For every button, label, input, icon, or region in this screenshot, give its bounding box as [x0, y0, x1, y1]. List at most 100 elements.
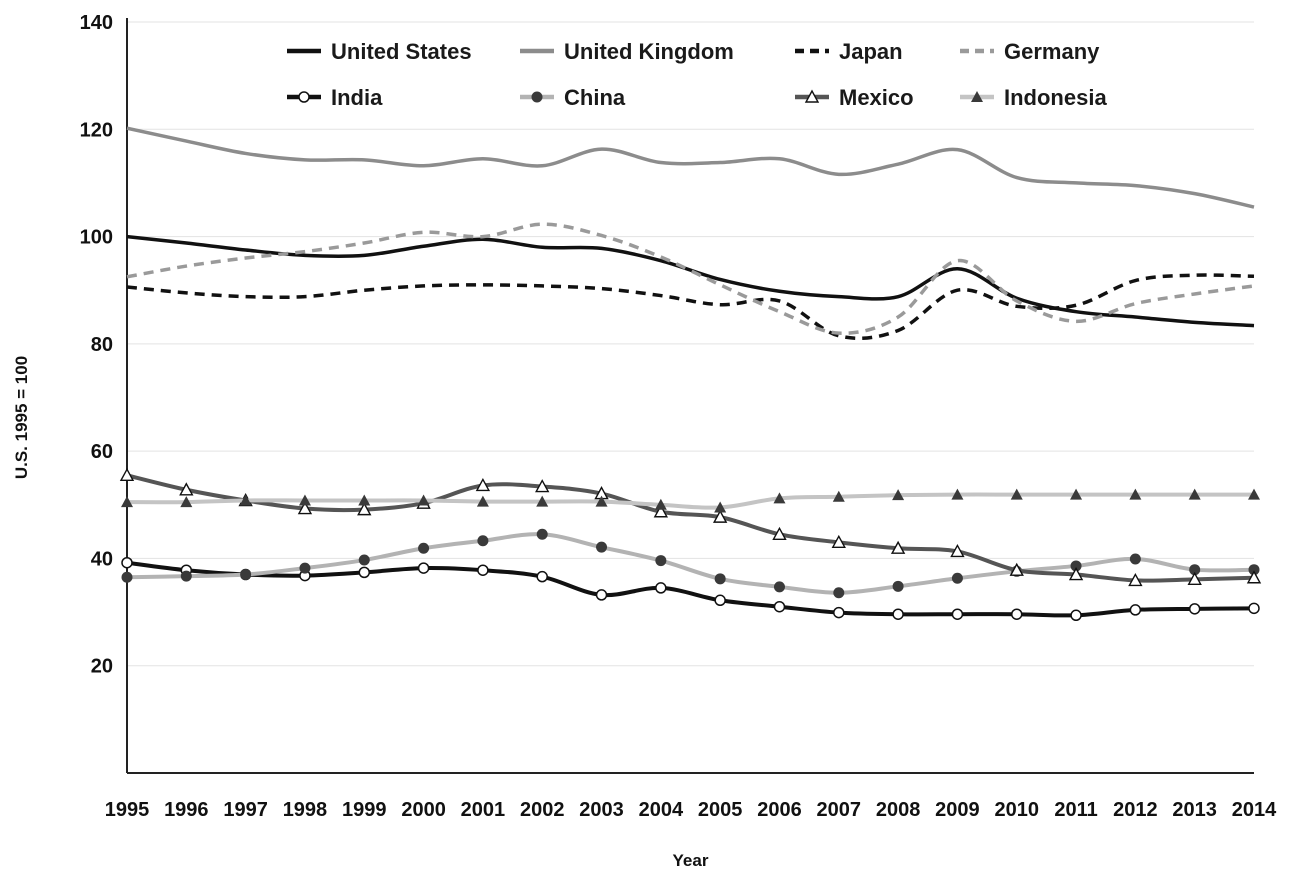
data-point-china [1070, 560, 1082, 572]
data-point-mexico [653, 504, 669, 518]
data-point-india [1010, 608, 1023, 620]
data-point-indonesia [654, 498, 667, 510]
data-point-india [714, 594, 726, 607]
data-point-mexico [535, 479, 550, 493]
data-point-indonesia [1010, 488, 1023, 500]
data-point-india [655, 582, 667, 594]
data-point-china [1189, 564, 1201, 576]
x-tick-label: 1995 [105, 799, 150, 821]
x-tick-label: 2012 [1113, 799, 1158, 821]
data-point-mexico [950, 543, 965, 558]
data-point-china [477, 535, 489, 547]
data-point-mexico [890, 540, 906, 554]
x-tick-labels: 1995 1996 1997 1998 1999 2000 2001 2002 2003 2004… [105, 799, 1277, 821]
data-point-india [358, 566, 371, 579]
data-point-mexico [475, 478, 491, 492]
data-point-indonesia [892, 489, 905, 501]
x-tick-label: 2010 [994, 799, 1039, 821]
data-point-indonesia [1188, 488, 1201, 500]
data-point-china [240, 569, 252, 581]
data-point-india [1248, 602, 1260, 615]
x-tick-label: 2006 [757, 799, 802, 821]
data-point-mexico [1068, 567, 1084, 581]
data-point-mexico [1009, 562, 1024, 576]
x-tick-label: 2000 [401, 799, 446, 821]
y-tick-label: 20 [91, 656, 113, 678]
data-point-china [773, 581, 785, 593]
data-point-china [358, 554, 370, 566]
x-tick-label: 1997 [223, 799, 268, 821]
data-point-india [1188, 603, 1201, 615]
data-point-mexico [357, 502, 372, 516]
data-point-china [833, 587, 845, 599]
data-point-china [951, 572, 963, 584]
data-point-china [655, 555, 667, 567]
data-point-india [892, 608, 904, 620]
x-tick-label: 2004 [639, 799, 684, 821]
data-point-china [714, 573, 726, 585]
series-line-indonesia [126, 492, 1254, 510]
data-point-indonesia [180, 496, 193, 508]
series-line-united-kingdom [126, 126, 1255, 209]
data-point-mexico [772, 526, 787, 540]
data-point-china [1129, 553, 1141, 565]
series-line-germany [126, 222, 1255, 335]
y-axis-title: U.S. 1995 = 100 [12, 356, 31, 479]
data-point-indonesia [1248, 488, 1260, 500]
data-point-mexico [831, 534, 846, 549]
data-point-indonesia [358, 494, 371, 506]
legend-label-united-states: United States [331, 39, 472, 64]
x-tick-label: 2008 [876, 799, 921, 821]
data-point-india [1129, 604, 1142, 616]
data-point-india [477, 564, 489, 576]
data-point-indonesia [951, 488, 964, 500]
x-tick-label: 2005 [698, 799, 743, 821]
data-point-indonesia [298, 494, 311, 506]
legend-label-india: India [331, 85, 383, 110]
y-tick-label: 60 [91, 441, 113, 463]
data-point-china [418, 542, 430, 554]
data-point-china [299, 562, 311, 574]
x-axis-title: Year [673, 851, 709, 870]
data-point-india [773, 600, 786, 613]
data-point-mexico [1128, 572, 1143, 587]
x-tick-label: 1999 [342, 799, 387, 821]
legend-marker-indonesia [971, 91, 983, 102]
legend-label-mexico: Mexico [839, 85, 914, 110]
x-tick-label: 2001 [461, 799, 506, 821]
legend-label-china: China [564, 85, 626, 110]
data-point-indonesia [1070, 488, 1083, 500]
data-point-mexico [712, 509, 728, 523]
series-lines [119, 126, 1262, 622]
data-point-china [1248, 564, 1260, 576]
data-point-mexico [179, 482, 194, 496]
data-point-china [892, 580, 904, 592]
series-line-japan [126, 273, 1255, 341]
data-point-indonesia [121, 496, 133, 508]
data-point-china [596, 541, 608, 553]
data-point-indonesia [417, 494, 430, 506]
y-tick-labels: 20 40 60 80 100 120 140 [80, 12, 113, 678]
x-tick-label: 2013 [1172, 799, 1217, 821]
data-point-india [595, 589, 608, 601]
grid-lines [127, 21, 1254, 667]
x-tick-label: 1996 [164, 799, 209, 821]
data-point-mexico [1246, 570, 1262, 584]
data-point-indonesia [1129, 488, 1142, 500]
data-point-indonesia [714, 501, 727, 513]
y-tick-label: 120 [80, 119, 113, 141]
y-tick-label: 140 [80, 12, 113, 34]
x-tick-label: 2009 [935, 799, 980, 821]
data-point-india [833, 606, 845, 619]
data-point-indonesia [832, 490, 845, 502]
data-point-indonesia [536, 495, 549, 507]
data-point-mexico [297, 501, 313, 515]
data-point-china [121, 571, 133, 583]
data-point-indonesia [595, 495, 608, 507]
data-point-china [536, 528, 548, 540]
x-tick-label: 2007 [817, 799, 862, 821]
legend-label-japan: Japan [839, 39, 903, 64]
legend: United States United Kingdom Japan Germany I… [287, 39, 1107, 110]
